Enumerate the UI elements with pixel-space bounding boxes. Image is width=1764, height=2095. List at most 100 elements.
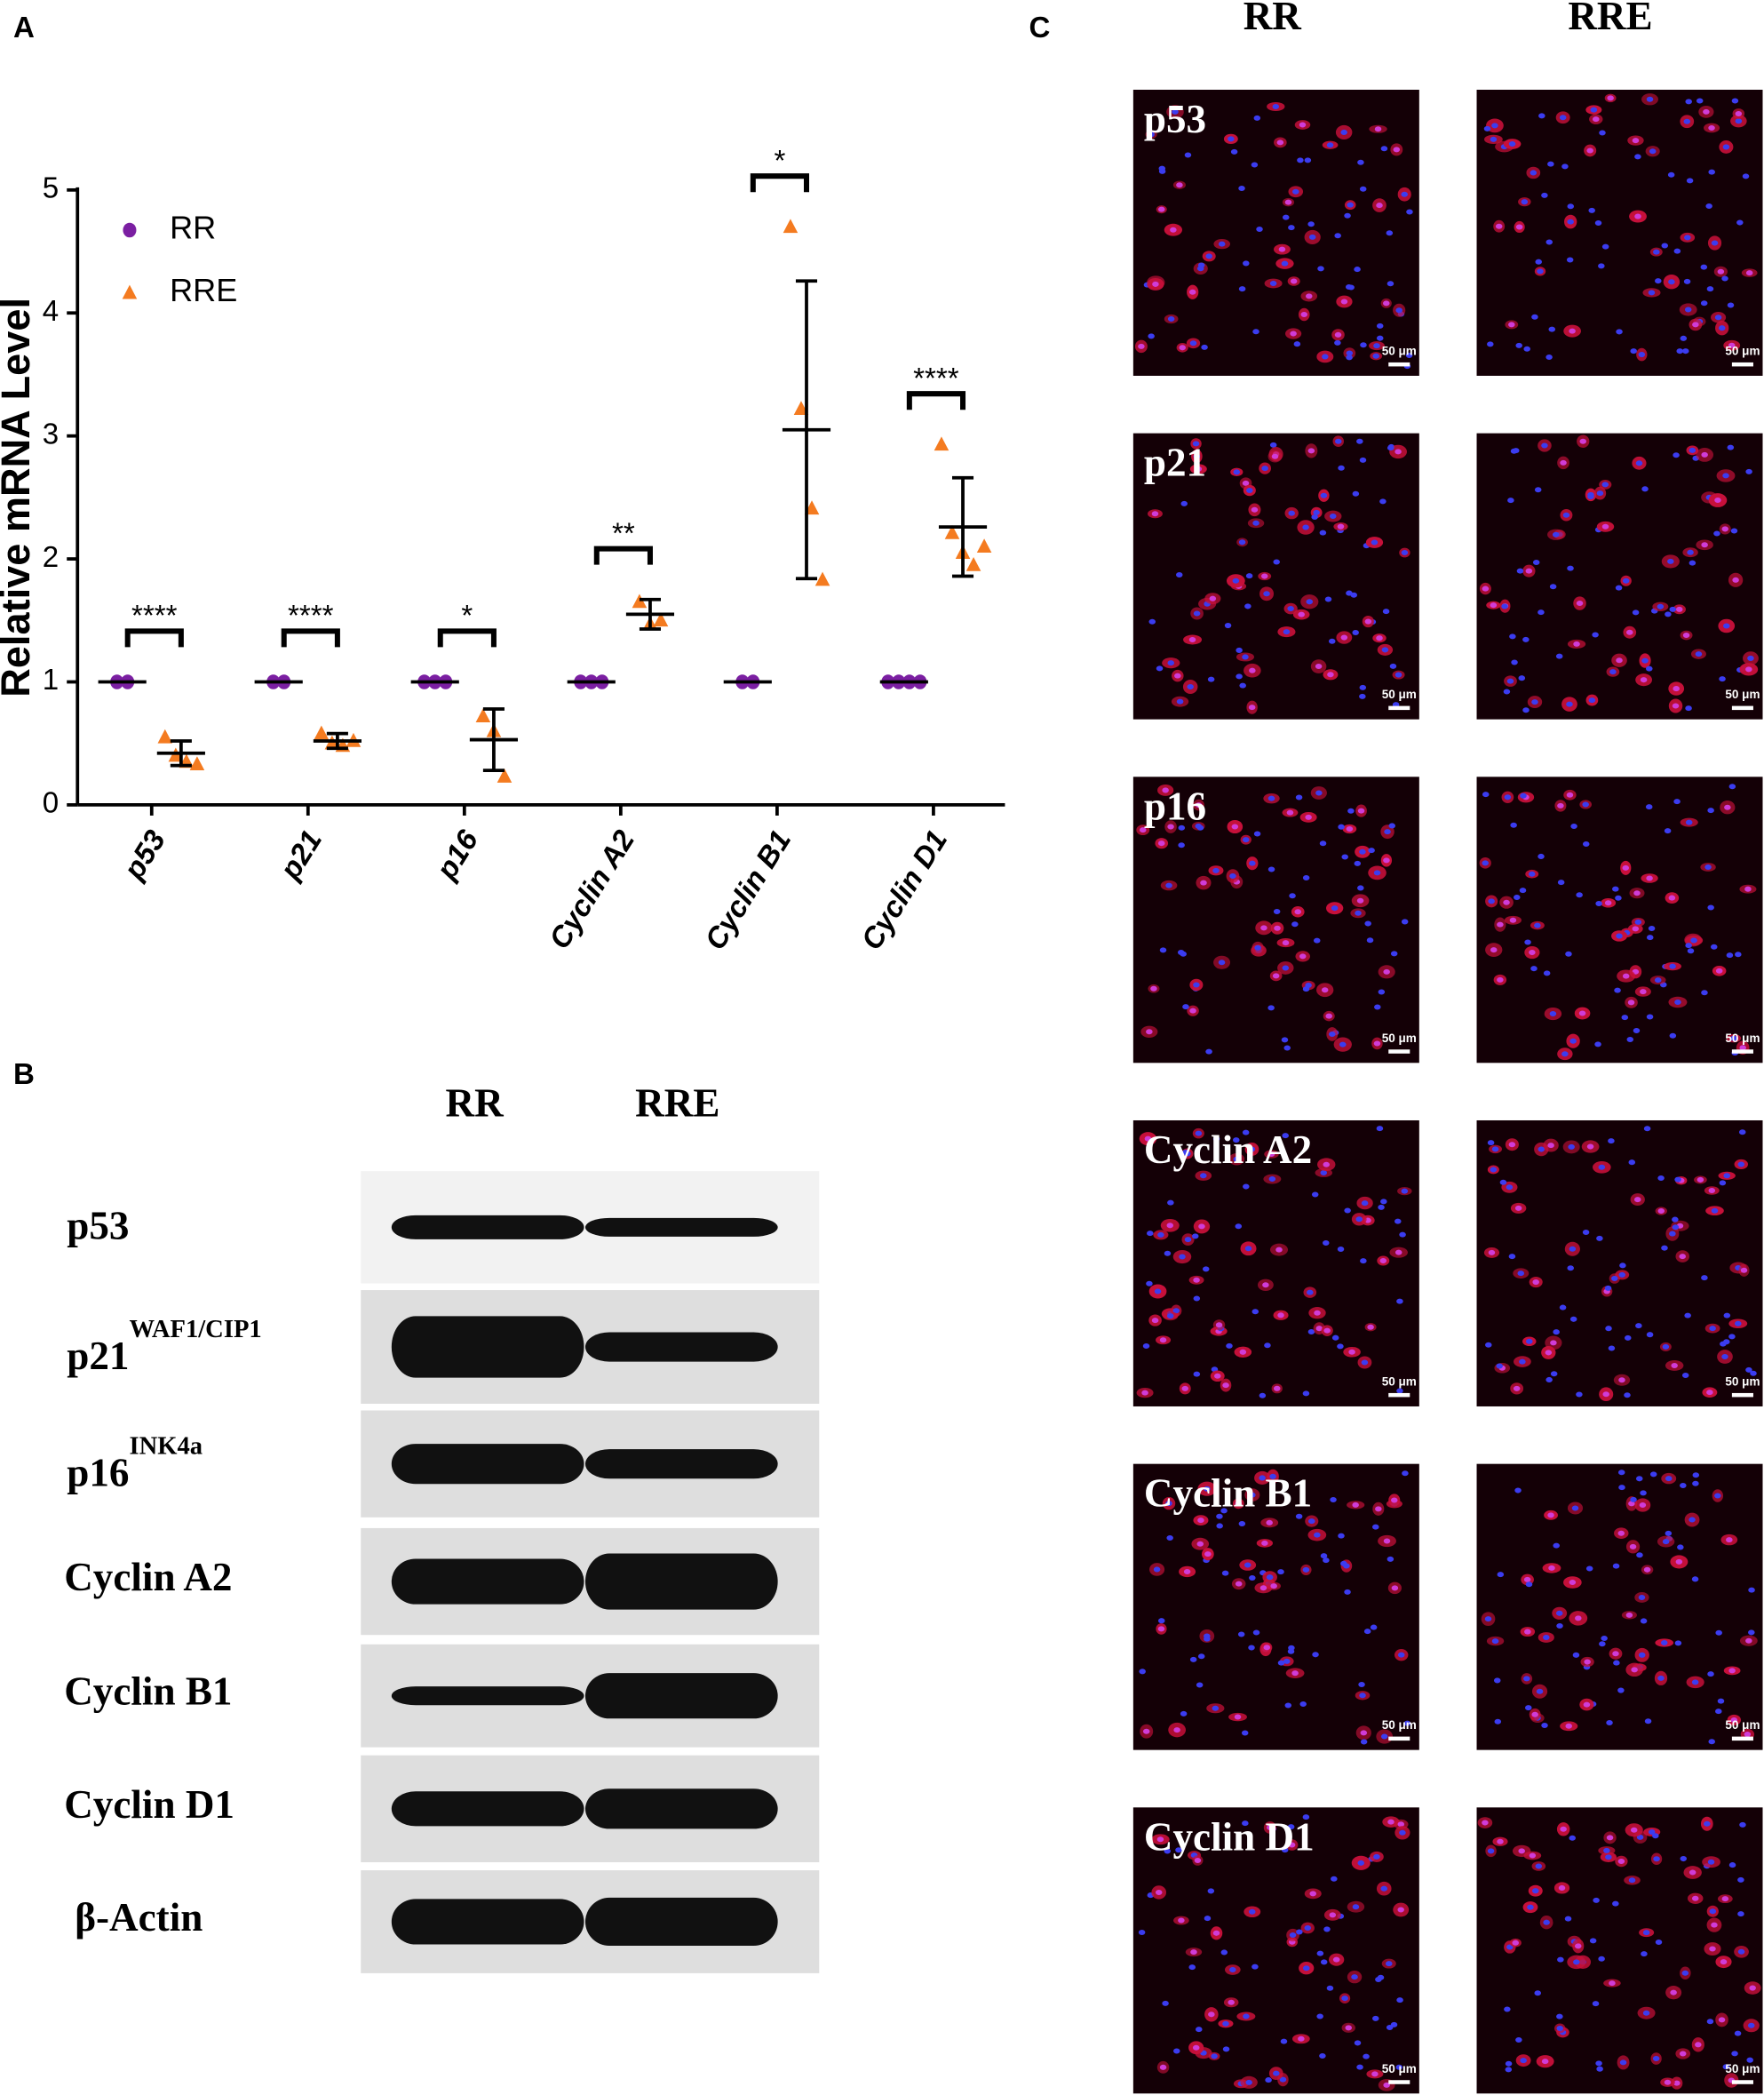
nucleus	[1601, 523, 1609, 530]
nucleus	[1375, 1506, 1382, 1512]
nucleus	[1406, 209, 1413, 215]
nucleus	[1672, 1224, 1680, 1231]
nucleus	[1491, 1638, 1499, 1645]
nucleus	[1617, 1530, 1625, 1536]
nucleus	[1372, 353, 1379, 359]
nucleus	[1604, 900, 1612, 906]
nucleus	[1638, 1594, 1646, 1600]
scale-bar-label: 50 μm	[1382, 344, 1417, 357]
nucleus	[1640, 1490, 1647, 1496]
nucleus	[1616, 657, 1623, 664]
nucleus	[1609, 669, 1617, 675]
nucleus	[1652, 2056, 1660, 2062]
nucleus	[1269, 1473, 1276, 1479]
nucleus	[1573, 641, 1580, 647]
nucleus	[1401, 550, 1409, 556]
nucleus	[1331, 1334, 1339, 1341]
scale-bar	[1388, 1049, 1410, 1054]
nucleus	[1194, 1857, 1202, 1863]
nucleus	[1587, 494, 1594, 500]
significance-bracket	[906, 391, 966, 410]
nucleus	[1166, 1223, 1174, 1229]
nucleus	[1578, 1010, 1586, 1016]
nucleus	[1670, 1989, 1677, 1995]
y-tick-label: 4	[43, 295, 59, 328]
nucleus	[1711, 1207, 1719, 1214]
nucleus	[1679, 1254, 1687, 1260]
nucleus	[1151, 1318, 1159, 1324]
nucleus	[1722, 2064, 1730, 2070]
nucleus	[1277, 1660, 1285, 1666]
legend-marker	[123, 222, 137, 238]
nucleus	[1337, 1247, 1345, 1253]
nucleus	[1529, 1852, 1537, 1859]
nucleus	[1382, 609, 1390, 615]
scale-bar	[1731, 1392, 1753, 1398]
nucleus	[1695, 2042, 1702, 2048]
nucleus	[1204, 1636, 1211, 1642]
nucleus	[1691, 1679, 1699, 1685]
nucleus	[1589, 1938, 1597, 1944]
nucleus	[1561, 1051, 1569, 1057]
nucleus	[1352, 490, 1360, 497]
nucleus	[1273, 559, 1280, 565]
nucleus	[1599, 130, 1606, 136]
nucleus	[1354, 267, 1361, 273]
nucleus	[1331, 905, 1339, 912]
nucleus	[1330, 1497, 1337, 1503]
nucleus	[1748, 1629, 1755, 1636]
nucleus	[1687, 549, 1694, 555]
nucleus	[1527, 1904, 1534, 1910]
data-point	[976, 538, 992, 554]
nucleus	[1397, 1821, 1405, 1828]
nucleus	[1493, 1677, 1501, 1684]
nucleus	[1556, 2013, 1563, 2019]
micrograph	[1132, 1463, 1419, 1750]
nucleus	[1359, 186, 1367, 192]
nucleus	[1532, 559, 1540, 565]
nucleus	[1588, 697, 1596, 704]
nucleus	[1298, 611, 1305, 617]
nucleus	[1252, 1629, 1260, 1636]
micrograph-label: p21	[1144, 441, 1206, 485]
data-point	[497, 769, 513, 783]
nucleus	[1340, 129, 1347, 135]
nucleus	[1490, 136, 1498, 142]
significance-bracket	[750, 173, 810, 193]
nucleus	[1142, 1728, 1150, 1734]
blot-label: p16INK4a	[67, 1432, 203, 1495]
nucleus	[1737, 1948, 1745, 1955]
nucleus	[1397, 1652, 1405, 1658]
nucleus	[1508, 1254, 1516, 1260]
nucleus	[1235, 1581, 1243, 1587]
nucleus	[1482, 585, 1490, 592]
nucleus	[1325, 1013, 1332, 1019]
nucleus	[1241, 1730, 1249, 1736]
blot-band	[584, 1332, 778, 1362]
nucleus	[1627, 1000, 1635, 1006]
nucleus	[1326, 142, 1334, 148]
nucleus	[1490, 602, 1498, 609]
nucleus	[1166, 1534, 1173, 1541]
nucleus	[1687, 948, 1695, 954]
nucleus	[1356, 2064, 1363, 2070]
nucleus	[1621, 1015, 1629, 1021]
panel-label: C	[1029, 12, 1051, 44]
nucleus	[1708, 169, 1715, 175]
nucleus	[1172, 1308, 1180, 1314]
nucleus	[1356, 438, 1363, 444]
nucleus	[1721, 1896, 1729, 1902]
significance-label: ****	[913, 362, 959, 395]
nucleus	[1144, 1135, 1152, 1142]
nucleus	[1646, 1332, 1654, 1338]
nucleus	[1360, 1730, 1368, 1736]
nucleus	[1731, 98, 1739, 104]
nucleus	[1238, 539, 1246, 546]
nucleus	[1482, 792, 1490, 798]
nucleus	[1747, 655, 1754, 661]
nucleus	[1261, 466, 1268, 472]
nucleus	[1204, 1551, 1212, 1557]
nucleus	[1718, 325, 1726, 331]
nucleus	[1341, 854, 1348, 860]
nucleus	[1344, 1589, 1351, 1595]
